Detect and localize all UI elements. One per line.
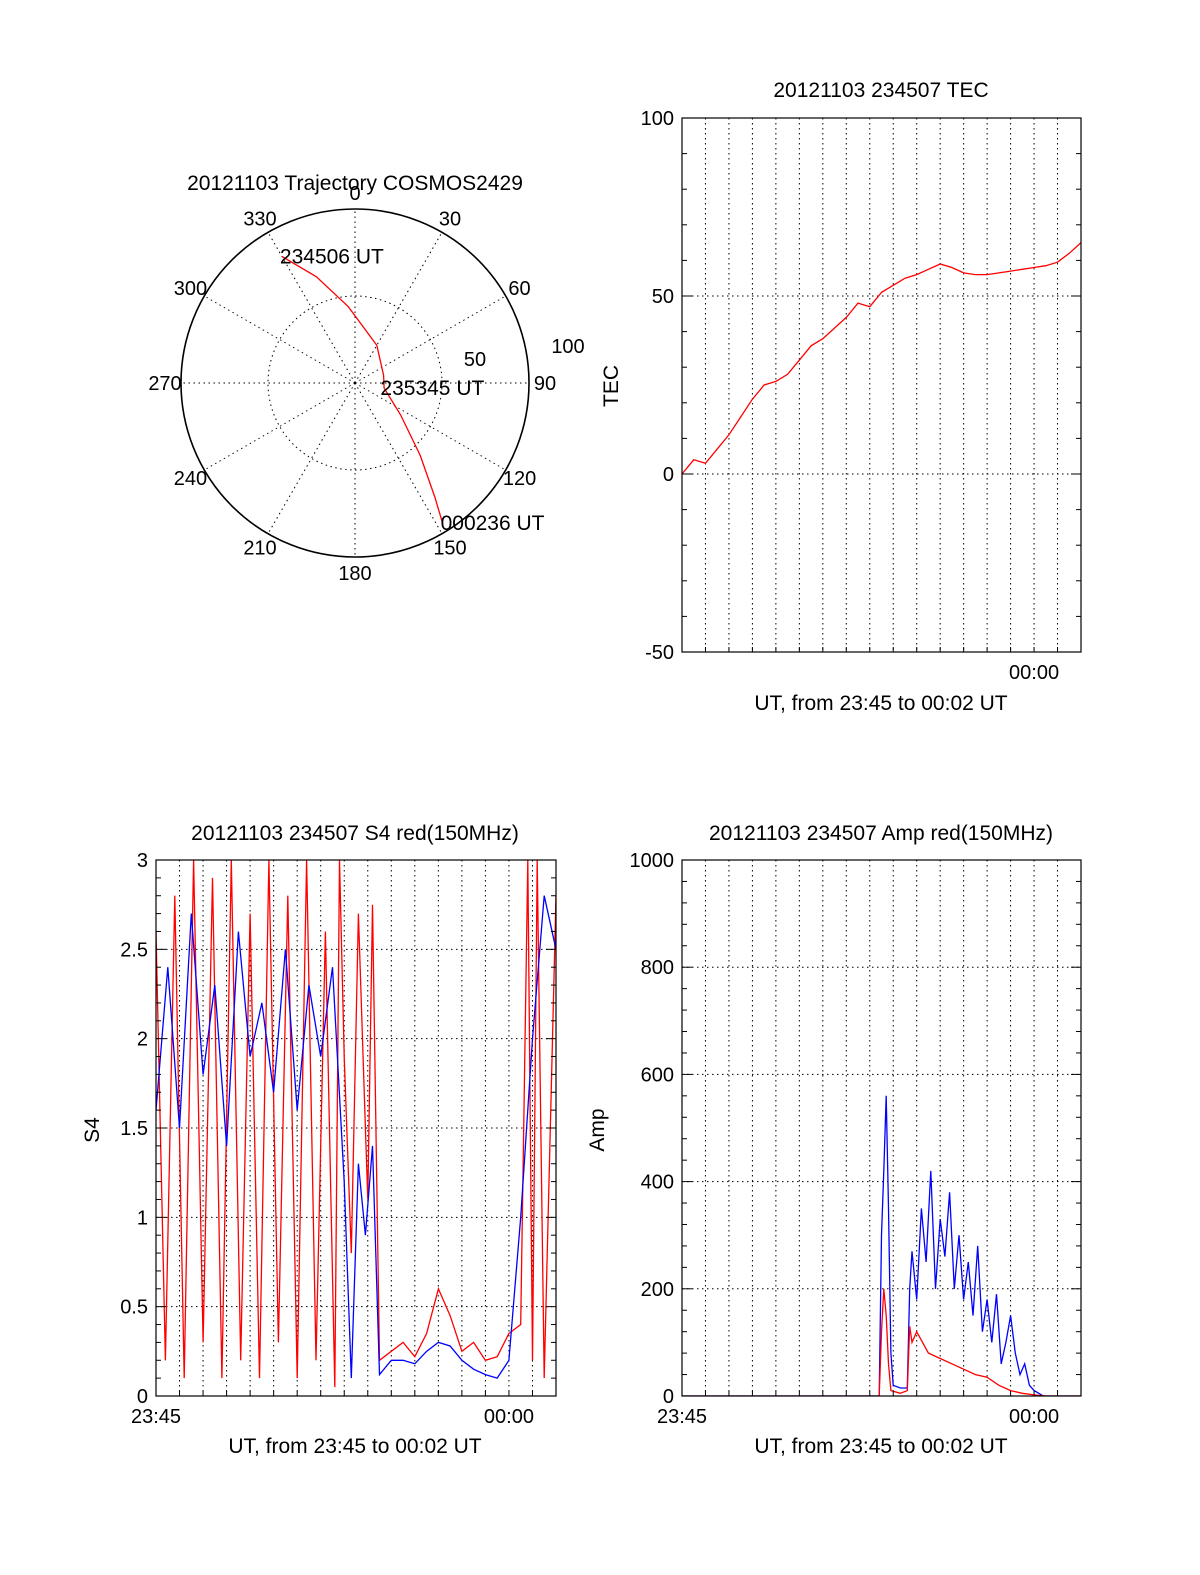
s4-xtick-label: 00:00 — [484, 1406, 534, 1428]
s4-series-blue — [156, 895, 556, 1379]
amp-ytick-label: 200 — [641, 1279, 674, 1301]
s4-ytick-label: 1.5 — [120, 1118, 148, 1140]
polar-spoke — [204, 295, 356, 384]
amp-frame — [681, 859, 1082, 1397]
s4-ytick-label: 0.5 — [120, 1297, 148, 1319]
amp-xlabel: UT, from 23:45 to 00:02 UT — [754, 1435, 1007, 1458]
amp-ytick-label: 800 — [641, 957, 674, 979]
tec-xlabel: UT, from 23:45 to 00:02 UT — [754, 692, 1007, 715]
s4-xtick-label: 23:45 — [131, 1406, 181, 1428]
tec-title: 20121103 234507 TEC — [773, 79, 988, 102]
amp-ytick-label: 400 — [641, 1172, 674, 1194]
polar-annotation: 234506 UT — [280, 245, 384, 268]
amp-ytick-label: 600 — [641, 1064, 674, 1086]
polar-radial-label: 50 — [464, 349, 486, 371]
amp-series-red — [682, 1288, 1081, 1396]
tec-axes: -50 0 50 100 00:00 — [641, 108, 1082, 684]
s4-ylabel: S4 — [81, 1117, 104, 1143]
tec-ytick-label: -50 — [645, 642, 674, 664]
polar-radial-labels: 50 100 — [464, 336, 585, 371]
tec-frame — [681, 117, 1082, 653]
polar-spoke — [267, 382, 356, 534]
s4-ytick-label: 2.5 — [120, 939, 148, 961]
polar-angle-labels: 0 30 60 90 120 150 180 210 240 270 300 330 — [148, 183, 556, 585]
amp-title: 20121103 234507 Amp red(150MHz) — [709, 822, 1053, 845]
tec-ylabel: TEC — [600, 365, 623, 407]
polar-spoke — [354, 295, 506, 384]
polar-inner-circle — [267, 295, 443, 471]
s4-series-red — [156, 860, 556, 1388]
s4-ytick-label: 0 — [137, 1386, 148, 1408]
polar-angle-label: 330 — [243, 208, 276, 230]
polar-spoke — [354, 382, 443, 534]
amp-axes: 0 200 400 600 800 1000 23:45 00:00 — [630, 850, 1082, 1428]
polar-annotation: 000236 UT — [441, 512, 545, 535]
tec-xtick-label: 00:00 — [1009, 662, 1059, 684]
trajectory-line — [281, 255, 444, 524]
amp-ytick-label: 0 — [663, 1386, 674, 1408]
polar-outer-circle — [180, 208, 530, 558]
polar-radial-label: 100 — [551, 336, 584, 358]
polar-angle-label: 120 — [503, 468, 536, 490]
polar-angle-label: 300 — [174, 278, 207, 300]
s4-ytick-label: 1 — [137, 1207, 148, 1229]
amp-ylabel: Amp — [586, 1108, 609, 1151]
polar-annotations: 234506 UT 235345 UT 000236 UT — [280, 245, 545, 535]
s4-plot: 20121103 234507 S4 red(150MHz) 0 0.5 1 1.5 2… — [81, 822, 557, 1458]
tec-series-red — [682, 242, 1081, 475]
s4-axes: 0 0.5 1 1.5 2 2.5 3 23:45 00:00 — [120, 850, 557, 1428]
tec-ytick-label: 100 — [641, 108, 674, 130]
tec-plot: 20121103 234507 TEC -50 0 50 100 00:00 UT, f… — [600, 79, 1082, 715]
polar-angle-label: 0 — [349, 183, 360, 205]
amp-plot: 20121103 234507 Amp red(150MHz) 0 200 400 6… — [586, 822, 1082, 1458]
amp-ytick-label: 1000 — [630, 850, 675, 872]
polar-angle-label: 210 — [243, 538, 276, 560]
polar-title: 20121103 Trajectory COSMOS2429 — [187, 172, 523, 195]
amp-series-blue — [682, 1095, 1081, 1396]
polar-angle-label: 270 — [148, 373, 181, 395]
polar-angle-label: 60 — [508, 278, 530, 300]
tec-ytick-label: 0 — [663, 464, 674, 486]
polar-spoke — [354, 382, 506, 471]
polar-angle-label: 150 — [433, 538, 466, 560]
polar-plot: 20121103 Trajectory COSMOS2429 0 30 60 90 12… — [148, 172, 584, 585]
polar-angle-label: 240 — [174, 468, 207, 490]
amp-xtick-label: 23:45 — [657, 1406, 707, 1428]
polar-angle-label: 30 — [439, 208, 461, 230]
amp-xtick-label: 00:00 — [1009, 1406, 1059, 1428]
polar-angle-label: 180 — [338, 563, 371, 585]
polar-spoke — [204, 382, 356, 471]
s4-ytick-label: 2 — [137, 1029, 148, 1051]
polar-angle-label: 90 — [534, 373, 556, 395]
polar-grid — [180, 208, 530, 558]
s4-title: 20121103 234507 S4 red(150MHz) — [191, 822, 519, 845]
polar-spoke — [354, 232, 443, 384]
tec-ytick-label: 50 — [652, 286, 674, 308]
s4-xlabel: UT, from 23:45 to 00:02 UT — [228, 1435, 481, 1458]
s4-ytick-label: 3 — [137, 850, 148, 872]
polar-annotation: 235345 UT — [380, 377, 484, 400]
